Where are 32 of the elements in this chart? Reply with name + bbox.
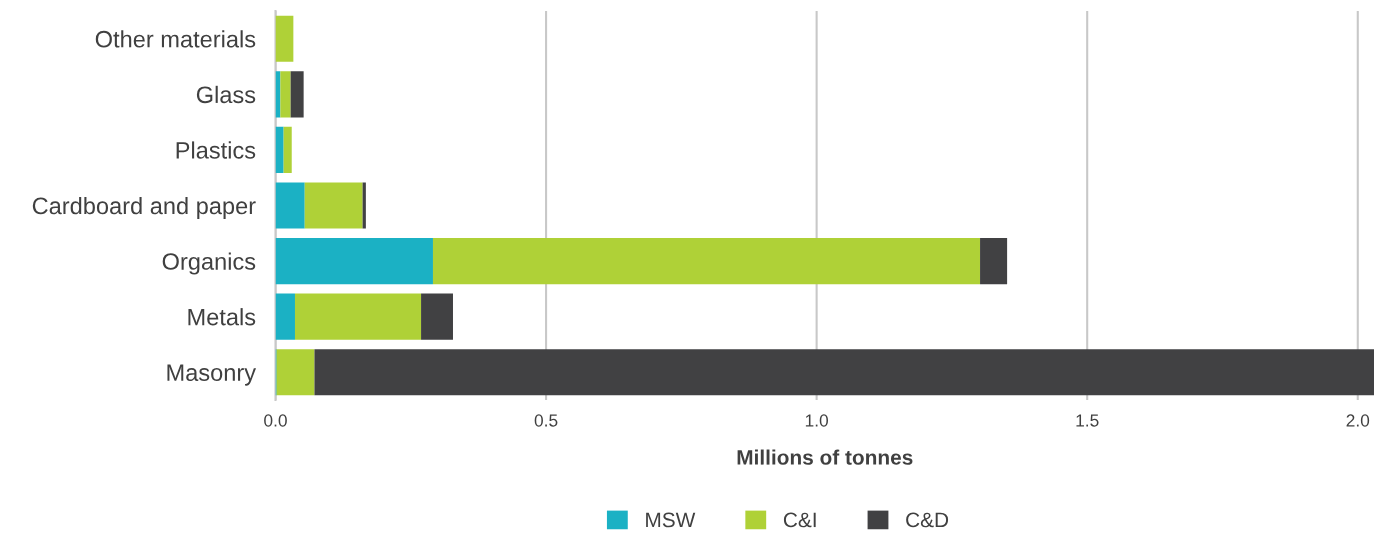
bar bbox=[980, 238, 1008, 285]
y-tick-label: Glass bbox=[196, 85, 256, 104]
y-tick-label: Other materials bbox=[95, 30, 256, 48]
y-tick-label: Organics bbox=[162, 252, 256, 275]
x-tick-label: 1.0 bbox=[805, 414, 829, 427]
bar bbox=[275, 15, 294, 62]
bar bbox=[280, 71, 291, 118]
x-tick-label: 2.0 bbox=[1346, 414, 1370, 427]
x-axis-title: Millions of tonnes bbox=[737, 449, 913, 465]
bar bbox=[275, 126, 284, 173]
y-tick-label: Cardboard and paper bbox=[32, 196, 256, 219]
x-tick-label: 0.5 bbox=[534, 414, 558, 427]
legend-label: MSW bbox=[646, 512, 696, 528]
legend-label: C&I bbox=[783, 512, 816, 528]
x-tick-label: 0.0 bbox=[264, 414, 287, 427]
y-tick-label: Masonry bbox=[167, 364, 257, 386]
bar bbox=[275, 182, 305, 229]
x-tick-label: 1.5 bbox=[1076, 414, 1099, 427]
bar bbox=[283, 126, 292, 173]
bar bbox=[275, 238, 433, 285]
bar bbox=[304, 182, 363, 229]
bar bbox=[314, 349, 1374, 396]
bar bbox=[275, 293, 295, 340]
bar bbox=[432, 238, 981, 285]
bar bbox=[276, 349, 315, 396]
bar bbox=[290, 71, 304, 118]
bar bbox=[362, 182, 366, 229]
bar bbox=[294, 293, 422, 340]
y-tick-label: Plastics bbox=[176, 141, 256, 159]
bar bbox=[421, 293, 453, 340]
y-tick-label: Metals bbox=[188, 308, 256, 326]
legend-label: C&D bbox=[906, 512, 949, 528]
